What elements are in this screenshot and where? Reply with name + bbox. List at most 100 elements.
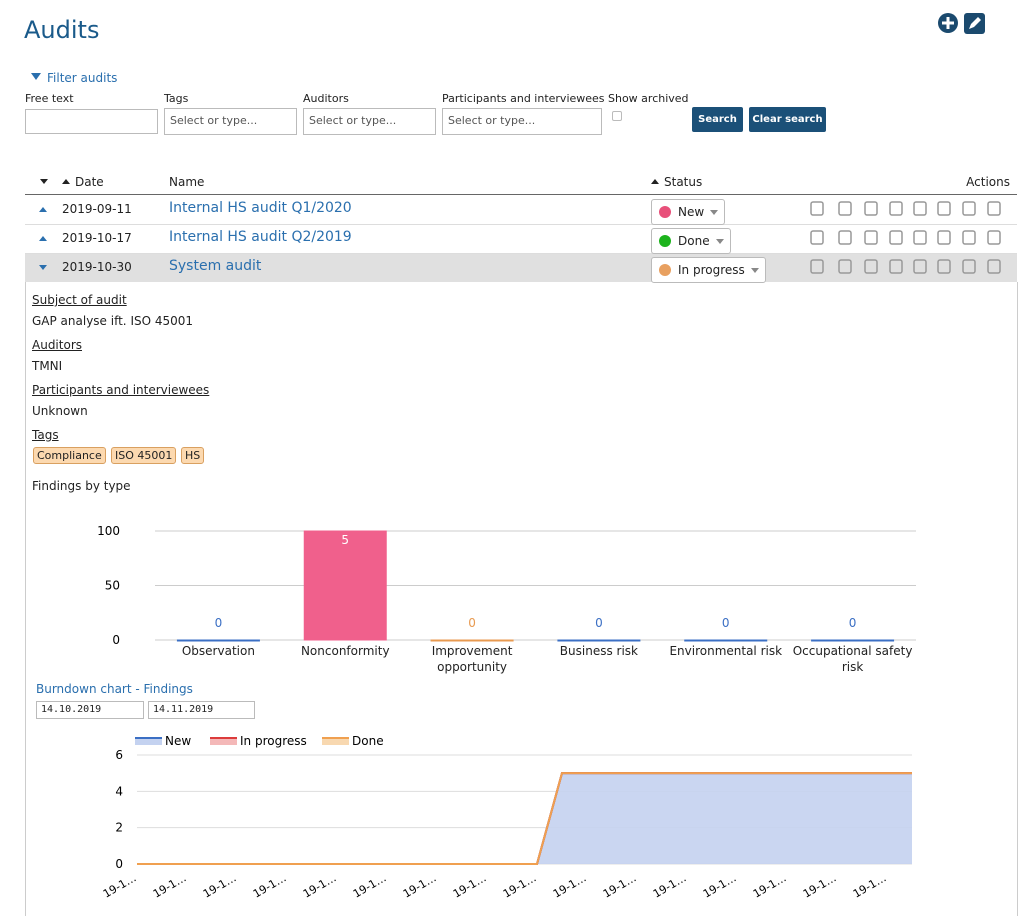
status-dot (659, 235, 671, 247)
row-date: 2019-10-30 (62, 260, 132, 274)
sort-icon (39, 207, 47, 212)
row-date: 2019-10-17 (62, 231, 132, 245)
y-tick-label: 0 (112, 633, 120, 647)
filter-toggle[interactable]: Filter audits (47, 71, 118, 85)
x-tick-label: 19-1… (551, 871, 589, 900)
chart-title: Findings by type (32, 479, 131, 493)
bar (684, 639, 768, 642)
x-tick-label: 19-1… (151, 871, 189, 900)
x-tick-label: 19-1… (301, 871, 339, 900)
caret (710, 210, 719, 219)
legend-label: Done (352, 734, 384, 748)
bar-label: 0 (722, 616, 730, 630)
field-label: Participants and interviewees (442, 92, 605, 105)
section-value: Unknown (32, 404, 88, 418)
bar-label: 0 (215, 616, 223, 630)
action-icon (810, 259, 824, 274)
x-tick-label: Environmental risk (669, 644, 783, 658)
col-header: Status (664, 175, 703, 189)
x-tick-label: 19-1… (751, 871, 789, 900)
section-label: Auditors (32, 338, 82, 352)
action-icon (913, 201, 927, 216)
section-label: Tags (32, 428, 59, 442)
col-header: Date (75, 175, 104, 189)
tag: Compliance (33, 447, 106, 464)
legend-label: In progress (240, 734, 307, 748)
col-header: Actions (966, 175, 1010, 189)
tag: ISO 45001 (111, 447, 177, 464)
x-tick-label: 19-1… (701, 871, 739, 900)
x-tick-label: 19-1… (451, 871, 489, 900)
sort-icon (39, 265, 47, 270)
bar-label: 0 (849, 616, 857, 630)
action-icon (937, 259, 951, 274)
col-header: Name (169, 175, 205, 189)
checkbox[interactable] (612, 111, 622, 121)
y-tick-label: 100 (97, 524, 120, 538)
date-input[interactable]: 14.10.2019 (36, 701, 144, 719)
input[interactable] (25, 109, 158, 134)
caret (750, 268, 759, 277)
tag: HS (181, 447, 205, 464)
bar-label: 5 (341, 533, 349, 547)
bar-label: 0 (595, 616, 603, 630)
bar-label: 0 (468, 616, 476, 630)
action-icon (962, 259, 976, 274)
row-name[interactable]: Internal HS audit Q1/2020 (169, 200, 352, 216)
action-icon (864, 230, 878, 245)
x-tick-label: 19-1… (801, 871, 839, 900)
detail-panel (25, 282, 1018, 916)
bar (430, 639, 514, 642)
x-tick-label: Nonconformity (300, 644, 390, 658)
action-icon (937, 230, 951, 245)
action-icon (987, 201, 1001, 216)
status-dot (659, 264, 671, 276)
y-tick-label: 0 (115, 857, 123, 871)
x-tick-label: Business risk (559, 644, 638, 658)
field-label: Tags (164, 92, 189, 105)
x-tick-label: 19-1… (401, 871, 439, 900)
action-icon (838, 259, 852, 274)
action-icon (810, 230, 824, 245)
x-tick-label: 19-1… (851, 871, 889, 900)
status-select[interactable]: In progress (651, 257, 766, 283)
x-tick-label: 19-1… (101, 871, 139, 900)
action-icon (913, 230, 927, 245)
action-icon (987, 259, 1001, 274)
y-tick-label: 2 (115, 821, 123, 835)
page-title: Audits (24, 16, 100, 44)
line (137, 772, 912, 865)
status-select[interactable]: New (651, 199, 726, 225)
row-name[interactable]: Internal HS audit Q2/2019 (169, 229, 352, 245)
section-label: Subject of audit (32, 293, 127, 307)
x-tick-label: Observation (181, 644, 255, 658)
chart-title: Burndown chart - Findings (36, 682, 193, 696)
field-label: Free text (25, 92, 74, 105)
y-tick-label: 6 (115, 748, 123, 762)
x-tick-label: 19-1… (651, 871, 689, 900)
legend-swatch (322, 738, 349, 745)
status-dot (659, 206, 671, 218)
row-name[interactable]: System audit (169, 258, 262, 274)
action-icon (864, 259, 878, 274)
action-icon (889, 201, 903, 216)
status-select[interactable]: Done (651, 228, 731, 254)
y-tick-label: 4 (115, 784, 123, 798)
action-icon (810, 201, 824, 216)
sort-icon (39, 236, 47, 241)
search-button[interactable]: Search (692, 107, 743, 132)
x-tick-label: Occupational safety risk (792, 644, 913, 674)
action-icon (937, 201, 951, 216)
action-icon (987, 230, 1001, 245)
input[interactable]: Select or type... (442, 108, 602, 135)
x-tick-label: 19-1… (201, 871, 239, 900)
bar (176, 639, 260, 642)
action-icon (962, 230, 976, 245)
input[interactable]: Select or type... (303, 108, 436, 135)
date-input[interactable]: 14.11.2019 (148, 701, 255, 719)
input[interactable]: Select or type... (164, 108, 297, 135)
action-icon (838, 201, 852, 216)
top-actions[interactable] (937, 11, 989, 35)
action-icon (864, 201, 878, 216)
clear-button[interactable]: Clear search (749, 107, 826, 132)
